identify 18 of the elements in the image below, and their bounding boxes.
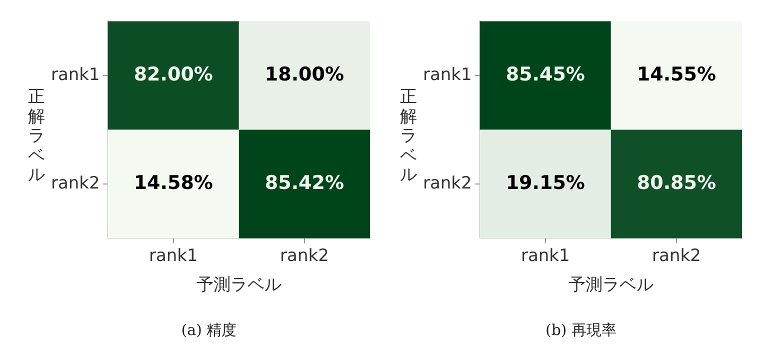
x-axis-title: 予測ラベル — [568, 275, 654, 296]
data-label: 82.00% — [134, 63, 213, 86]
data-label: 85.42% — [264, 172, 344, 194]
data-label: 14.58% — [134, 172, 213, 194]
data-label: 19.15% — [506, 172, 585, 194]
y-axis-title: 正解ラベル — [28, 87, 46, 186]
text: (a) 精度 — [181, 320, 237, 339]
x-tick-label: rank1 — [148, 246, 198, 266]
data-label: 80.85% — [636, 172, 716, 194]
data-label: 18.00% — [264, 63, 344, 86]
x-axis-title: 予測ラベル — [196, 275, 282, 296]
text: (b) 再現率 — [545, 320, 617, 339]
x-tick-label: rank2 — [652, 246, 701, 266]
data-label: 14.55% — [636, 63, 716, 86]
data-label: 85.45% — [506, 63, 585, 86]
y-axis-title: 正解ラベル — [400, 87, 418, 186]
x-tick-label: rank1 — [520, 246, 570, 266]
x-tick-label: rank2 — [280, 246, 329, 266]
